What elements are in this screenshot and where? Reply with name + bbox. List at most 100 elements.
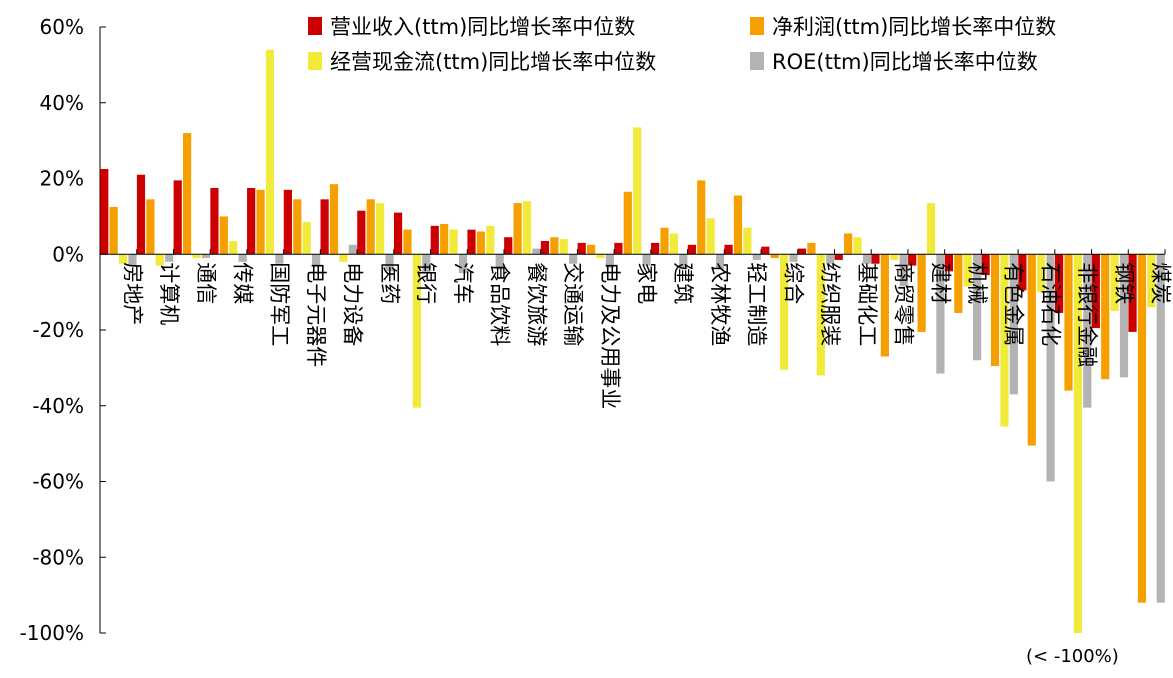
bar xyxy=(973,254,982,361)
x-category-label: 银行 xyxy=(414,262,438,304)
bar xyxy=(476,231,485,255)
y-tick-label: 20% xyxy=(40,167,84,191)
bar xyxy=(944,254,954,272)
x-category-label: 传媒 xyxy=(231,262,255,304)
bar xyxy=(449,229,458,255)
bar xyxy=(486,225,495,255)
bar xyxy=(633,127,642,255)
annotations: (< -100%) xyxy=(1026,646,1119,667)
legend-item: 营业收入(ttm)同比增长率中位数 xyxy=(308,15,635,39)
x-category-label: 建筑 xyxy=(671,262,695,304)
x-category-label: 食品饮料 xyxy=(488,262,512,346)
bar xyxy=(118,254,128,264)
x-category-label: 有色金属 xyxy=(1002,262,1026,346)
bar xyxy=(816,254,825,376)
bar xyxy=(275,254,284,264)
x-category-label: 基础化工 xyxy=(855,262,879,346)
bar xyxy=(651,242,660,255)
bar xyxy=(743,227,752,255)
bar xyxy=(458,254,468,274)
bar xyxy=(1009,254,1018,395)
legend-label: 营业收入(ttm)同比增长率中位数 xyxy=(330,15,635,39)
x-category-label: 餐饮旅游 xyxy=(524,262,548,346)
bar xyxy=(679,254,688,270)
bar xyxy=(320,199,329,255)
bar xyxy=(219,216,228,255)
y-axis: 60% 40% 20% 0% -20% -40% -60% -80% -100% xyxy=(20,15,106,645)
bar xyxy=(724,244,733,255)
x-category-label: 综合 xyxy=(781,262,805,304)
x-category-label: 房地产 xyxy=(120,262,144,325)
bar xyxy=(954,254,963,313)
bar xyxy=(899,254,908,287)
bar xyxy=(926,203,936,255)
category-labels: 房地产 计算机 通信 传媒 国防军工 电子元器件 电力设备 医药 银行 汽车 食品饮料 餐饮旅游 交通运… xyxy=(120,262,1172,409)
bar xyxy=(247,187,256,255)
bar xyxy=(357,210,366,255)
bar xyxy=(1037,254,1046,293)
x-category-label: 电子元器件 xyxy=(304,262,328,367)
y-tick-label: 60% xyxy=(40,15,84,39)
bar xyxy=(844,233,853,255)
bar xyxy=(1018,254,1027,291)
bar xyxy=(1054,254,1064,313)
bar xyxy=(990,254,1000,366)
x-category-label: 通信 xyxy=(194,262,218,304)
bar xyxy=(348,244,357,255)
bar xyxy=(981,254,990,276)
legend-item: 净利润(ttm)同比增长率中位数 xyxy=(750,15,1056,39)
y-tick-label: -20% xyxy=(32,318,84,342)
bar xyxy=(770,254,779,259)
bar xyxy=(393,212,403,255)
bar xyxy=(789,254,798,262)
bar xyxy=(660,227,669,255)
bar xyxy=(1101,254,1110,380)
bar xyxy=(293,199,302,255)
bar xyxy=(339,254,348,262)
bar xyxy=(210,187,219,255)
x-axis xyxy=(99,249,1166,255)
bar xyxy=(1128,254,1137,332)
bar xyxy=(302,222,311,255)
bar xyxy=(440,223,449,255)
bar xyxy=(173,180,182,255)
bar xyxy=(430,225,439,255)
bar xyxy=(669,233,679,255)
bar xyxy=(366,199,375,255)
bar xyxy=(963,254,972,287)
bar xyxy=(192,254,201,259)
legend-label: 净利润(ttm)同比增长率中位数 xyxy=(772,15,1056,39)
bar xyxy=(752,254,761,260)
x-category-label: 纺织服装 xyxy=(818,262,842,346)
bar xyxy=(412,254,421,408)
bar xyxy=(623,191,632,255)
bar xyxy=(715,254,725,270)
bar xyxy=(706,218,715,255)
x-category-label: 国防军工 xyxy=(267,262,291,346)
bar xyxy=(797,248,807,255)
bar xyxy=(853,237,862,255)
bar xyxy=(577,242,586,255)
bar xyxy=(256,189,265,255)
bar xyxy=(908,254,917,266)
x-category-label: 农林牧渔 xyxy=(708,262,732,346)
annotation-label: (< -100%) xyxy=(1026,646,1119,667)
bar xyxy=(733,195,743,255)
bar xyxy=(1027,254,1036,446)
bar xyxy=(880,254,889,357)
bar xyxy=(1091,254,1100,329)
bar xyxy=(862,254,872,264)
legend-item: 经营现金流(ttm)同比增长率中位数 xyxy=(308,50,656,74)
x-category-label: 电力设备 xyxy=(341,262,365,346)
bar xyxy=(128,254,137,266)
bar xyxy=(761,246,770,255)
legend-label: ROE(ttm)同比增长率中位数 xyxy=(772,50,1038,74)
bar xyxy=(687,244,696,255)
bar xyxy=(1110,254,1119,312)
bar xyxy=(550,237,559,255)
bar xyxy=(540,240,550,255)
bar xyxy=(136,174,146,255)
x-category-label: 轻工制造 xyxy=(745,262,769,346)
bar xyxy=(642,254,651,266)
